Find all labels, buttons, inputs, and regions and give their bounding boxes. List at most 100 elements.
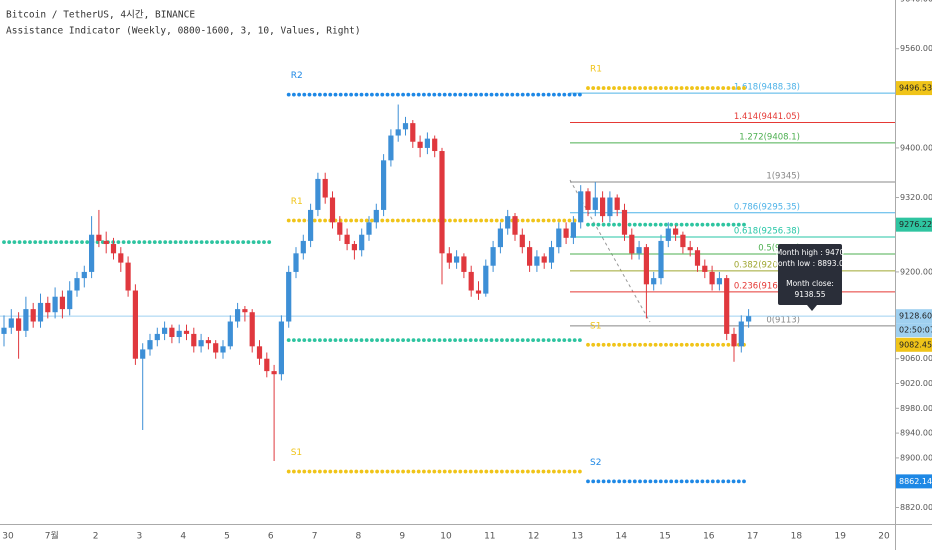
candle-body xyxy=(271,371,277,375)
pivot-dot xyxy=(463,338,468,343)
pivot-dot xyxy=(463,92,468,97)
pivot-dot xyxy=(674,222,679,227)
fib-label: 1.272(9408.1) xyxy=(739,132,800,142)
y-tick-label: 8980.00 xyxy=(900,404,932,413)
pivot-dot xyxy=(416,218,421,223)
pivot-dot xyxy=(292,218,296,223)
pivot-dot xyxy=(286,92,291,97)
candle-body xyxy=(81,271,87,279)
pivot-dot xyxy=(406,338,411,343)
pivot-dot xyxy=(716,479,720,484)
pivot-dot xyxy=(586,479,590,484)
pivot-label: R1 xyxy=(291,197,303,207)
candle-body xyxy=(45,302,51,313)
pivot-dot xyxy=(333,338,338,343)
candle-body xyxy=(256,346,263,359)
pivot-dot xyxy=(726,342,731,347)
pivot-dot xyxy=(669,222,674,227)
pivot-dot xyxy=(596,222,601,227)
pivot-dot xyxy=(695,342,700,347)
pivot-dot xyxy=(721,342,726,347)
pivot-dot xyxy=(323,469,327,474)
fib-label: 0(9113) xyxy=(766,315,800,325)
candle-body xyxy=(351,244,357,251)
tooltip-line: 9138.55 xyxy=(794,290,825,299)
pivot-dot xyxy=(80,240,84,245)
pivot-dot xyxy=(442,469,447,474)
pivot-dot xyxy=(199,240,204,245)
pivot-dot xyxy=(617,479,622,484)
y-tick-label: 9320.00 xyxy=(900,193,932,202)
y-tick-label: 9020.00 xyxy=(900,379,932,388)
pivot-dot xyxy=(572,92,577,97)
pivot-dot xyxy=(479,218,483,223)
y-tick-label: 8940.00 xyxy=(900,429,932,438)
candle-body xyxy=(227,321,233,347)
pivot-dot xyxy=(679,479,684,484)
pivot-dot xyxy=(684,222,689,227)
indicator-title: Assistance Indicator (Weekly, 0800-1600,… xyxy=(6,26,361,37)
x-tick-label: 5 xyxy=(224,532,230,542)
candle-body xyxy=(519,234,525,248)
candle-body xyxy=(424,138,430,148)
candle-body xyxy=(497,228,503,248)
pivot-dot xyxy=(286,338,291,343)
candle-body xyxy=(308,209,314,241)
pivot-dot xyxy=(643,86,648,90)
candle-body xyxy=(344,234,350,245)
pivot-dot xyxy=(612,479,616,484)
candle-body xyxy=(315,178,321,210)
x-tick-label: 7 xyxy=(312,532,318,542)
pivot-dot xyxy=(442,338,447,343)
price-label-bg xyxy=(896,337,932,352)
pivot-dot xyxy=(669,342,674,347)
pivot-dot xyxy=(437,338,442,343)
pivot-dot xyxy=(586,86,590,90)
pivot-dot xyxy=(484,218,489,223)
pivot-dot xyxy=(710,479,715,484)
pivot-dot xyxy=(359,218,364,223)
pivot-dot xyxy=(453,92,457,97)
pivot-dot xyxy=(2,240,6,245)
x-tick-label: 18 xyxy=(791,532,803,542)
pivot-dot xyxy=(606,222,611,227)
pivot-dot xyxy=(494,218,499,223)
x-tick-label: 20 xyxy=(878,532,890,542)
pivot-dot xyxy=(390,92,395,97)
pivot-dot xyxy=(546,92,551,97)
pivot-dot xyxy=(468,469,473,474)
pivot-dot xyxy=(510,338,515,343)
pivot-dot xyxy=(147,240,152,245)
x-tick-label: 19 xyxy=(834,532,846,542)
pivot-dot xyxy=(390,338,395,343)
candle-body xyxy=(651,278,657,285)
pivot-dot xyxy=(292,338,296,343)
candle-body xyxy=(329,197,336,223)
candle-body xyxy=(373,209,379,223)
candle-body xyxy=(585,191,591,210)
pivot-dot xyxy=(617,86,622,90)
pivot-dot xyxy=(333,92,338,97)
candle-body xyxy=(541,256,547,263)
pivot-dot xyxy=(684,86,689,90)
pivot-dot xyxy=(359,92,364,97)
pivot-dot xyxy=(601,342,606,347)
pivot-dot xyxy=(406,218,411,223)
candle-body xyxy=(417,141,423,148)
pivot-dot xyxy=(484,92,489,97)
pivot-dot xyxy=(132,240,136,245)
pivot-dot xyxy=(489,469,494,474)
pivot-dot xyxy=(302,92,307,97)
pivot-dot xyxy=(510,92,515,97)
candle-body xyxy=(198,340,204,347)
pivot-dot xyxy=(468,92,473,97)
pivot-dot xyxy=(411,469,416,474)
candle-body xyxy=(16,318,22,331)
price-label: 8862.14 xyxy=(899,477,932,486)
pivot-dot xyxy=(442,92,447,97)
pivot-dot xyxy=(338,469,343,474)
pivot-dot xyxy=(695,479,700,484)
candle-body xyxy=(746,316,752,322)
candle-body xyxy=(643,247,649,285)
